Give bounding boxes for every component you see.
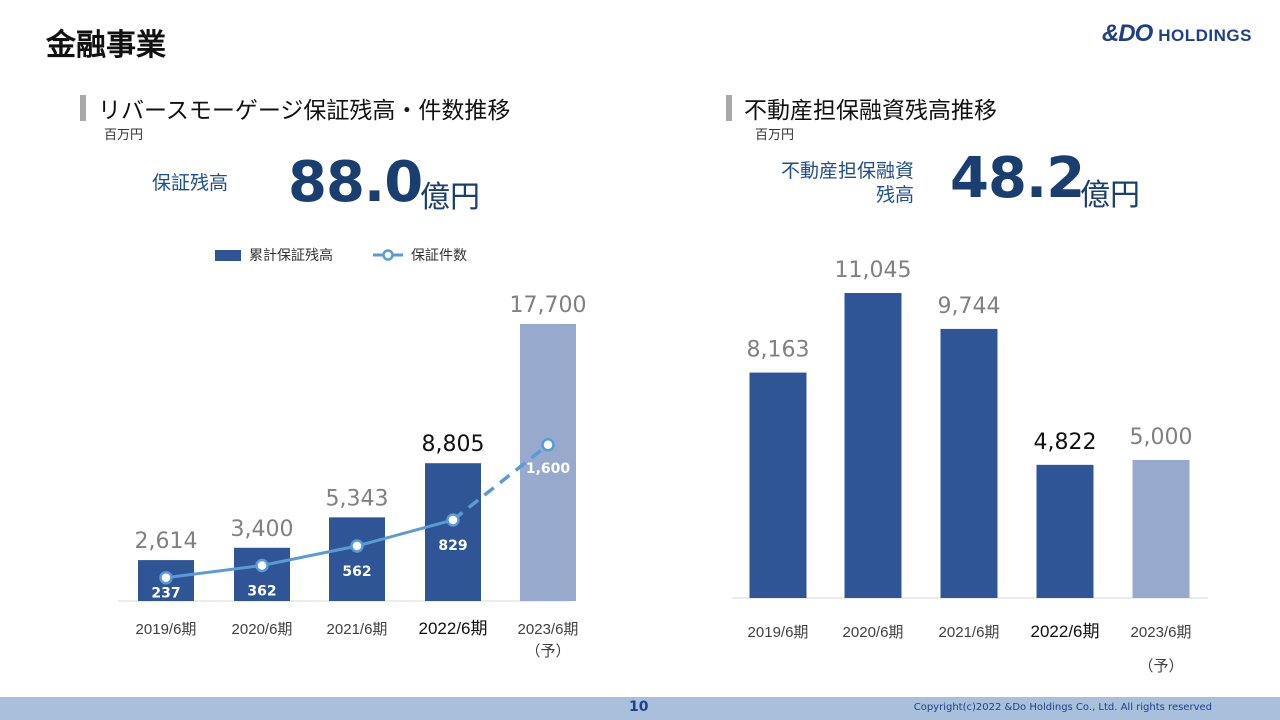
right-category-label-3: 2022/6期 xyxy=(1031,622,1100,641)
left-line-value-label-3: 829 xyxy=(438,538,467,554)
legend-line-swatch xyxy=(373,249,403,261)
left-line-point-0 xyxy=(159,570,173,585)
page-number: 10 xyxy=(629,699,649,715)
right-kpi-value: 48.2 xyxy=(950,146,1085,211)
right-bar-value-label-0: 8,163 xyxy=(747,338,810,363)
right-unit-note: 百万円 xyxy=(755,128,795,143)
left-category-label-4: 2023/6期 xyxy=(518,621,579,638)
right-bar-value-label-3: 4,822 xyxy=(1034,430,1097,455)
right-bar-3 xyxy=(1036,464,1094,598)
footer-bar: 10 Copyright(c)2022 &Do Holdings Co., Lt… xyxy=(0,697,1280,720)
left-bar-value-label-3: 8,805 xyxy=(422,432,485,457)
left-line-forecast-segment xyxy=(451,443,550,522)
left-line-point-4 xyxy=(541,438,555,452)
right-kpi-unit: 億円 xyxy=(1080,178,1140,213)
left-chart-legend: 累計保証残高 保証件数 xyxy=(215,245,467,265)
legend-bar-label: 累計保証残高 xyxy=(249,248,333,264)
right-bar-2 xyxy=(940,328,998,598)
right-bar-value-label-2: 9,744 xyxy=(938,294,1001,319)
left-bar-value-label-2: 5,343 xyxy=(326,486,389,511)
logo-mark: &DO xyxy=(1101,20,1153,47)
left-category-label-0: 2019/6期 xyxy=(136,621,197,638)
right-bar-4 xyxy=(1132,459,1190,598)
left-bar-2 xyxy=(329,517,385,601)
heading-accent-bar xyxy=(80,95,86,121)
legend-line-label: 保証件数 xyxy=(411,248,467,264)
legend-bar-swatch xyxy=(215,249,241,261)
right-kpi-label-line1: 不動産担保融資 xyxy=(780,160,914,182)
left-heading-text: リバースモーゲージ保証残高・件数推移 xyxy=(98,98,511,124)
left-bar-1 xyxy=(234,547,290,601)
left-section-heading: リバースモーゲージ保証残高・件数推移 xyxy=(80,91,510,125)
right-bar-1 xyxy=(844,293,902,598)
left-category-label-3: 2022/6期 xyxy=(419,619,488,638)
left-line-value-label-0: 237 xyxy=(151,586,180,602)
left-unit-note: 百万円 xyxy=(104,128,144,143)
right-category-label-0: 2019/6期 xyxy=(748,624,809,641)
charts-canvas: 2,614 3,400 5,343 8,805 17,700 2019/6期 2020/6期… xyxy=(118,258,1208,675)
left-line-value-label-1: 362 xyxy=(247,584,276,600)
left-line-value-label-4: 1,600 xyxy=(526,461,571,477)
right-kpi-label-line2: 残高 xyxy=(875,183,914,206)
left-kpi-value: 88.0 xyxy=(288,150,423,215)
heading-accent-bar xyxy=(726,95,732,121)
left-line-series xyxy=(165,518,454,580)
copyright-text: Copyright(c)2022 &Do Holdings Co., Ltd. … xyxy=(913,702,1212,713)
left-category-sublabel-4: （予） xyxy=(525,643,570,660)
logo-word: HOLDINGS xyxy=(1158,26,1252,45)
right-category-label-1: 2020/6期 xyxy=(843,624,904,641)
right-category-label-4: 2023/6期 xyxy=(1131,624,1192,641)
left-kpi-label: 保証残高 xyxy=(152,172,229,194)
right-kpi-label: 不動産担保融資 残高 xyxy=(750,160,914,208)
left-line-value-label-2: 562 xyxy=(342,564,371,580)
left-line-point-1 xyxy=(255,558,269,573)
left-bar-value-label-1: 3,400 xyxy=(231,517,294,542)
right-bar-value-label-1: 11,045 xyxy=(835,258,912,283)
left-bar-value-label-4: 17,700 xyxy=(510,293,587,318)
left-bar-value-label-0: 2,614 xyxy=(135,529,198,554)
left-category-label-2: 2021/6期 xyxy=(327,621,388,638)
left-bar-3 xyxy=(425,463,481,601)
left-line-point-3 xyxy=(446,513,460,527)
right-category-label-2: 2021/6期 xyxy=(939,624,1000,641)
left-kpi-unit: 億円 xyxy=(420,180,480,215)
left-line-point-2 xyxy=(350,539,364,553)
right-bar-0 xyxy=(749,372,807,598)
page-title: 金融事業 xyxy=(46,28,166,63)
left-bar-4 xyxy=(520,324,576,601)
right-bar-value-label-4: 5,000 xyxy=(1130,425,1193,450)
left-category-label-1: 2020/6期 xyxy=(232,621,293,638)
right-heading-text: 不動産担保融資残高推移 xyxy=(744,98,997,124)
right-section-heading: 不動産担保融資残高推移 xyxy=(726,91,997,125)
company-logo: &DO HOLDINGS xyxy=(1102,20,1252,48)
right-category-sublabel-4: （予） xyxy=(1138,658,1183,675)
